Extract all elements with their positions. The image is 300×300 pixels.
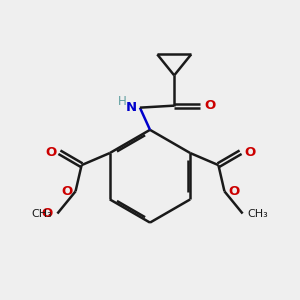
- Text: O: O: [229, 185, 240, 198]
- Text: O: O: [244, 146, 256, 159]
- Text: CH₃: CH₃: [32, 208, 52, 218]
- Text: O: O: [41, 207, 52, 220]
- Text: O: O: [205, 99, 216, 112]
- Text: H: H: [118, 95, 127, 108]
- Text: N: N: [126, 101, 137, 114]
- Text: O: O: [61, 185, 72, 198]
- Text: CH₃: CH₃: [248, 208, 268, 218]
- Text: O: O: [45, 146, 56, 159]
